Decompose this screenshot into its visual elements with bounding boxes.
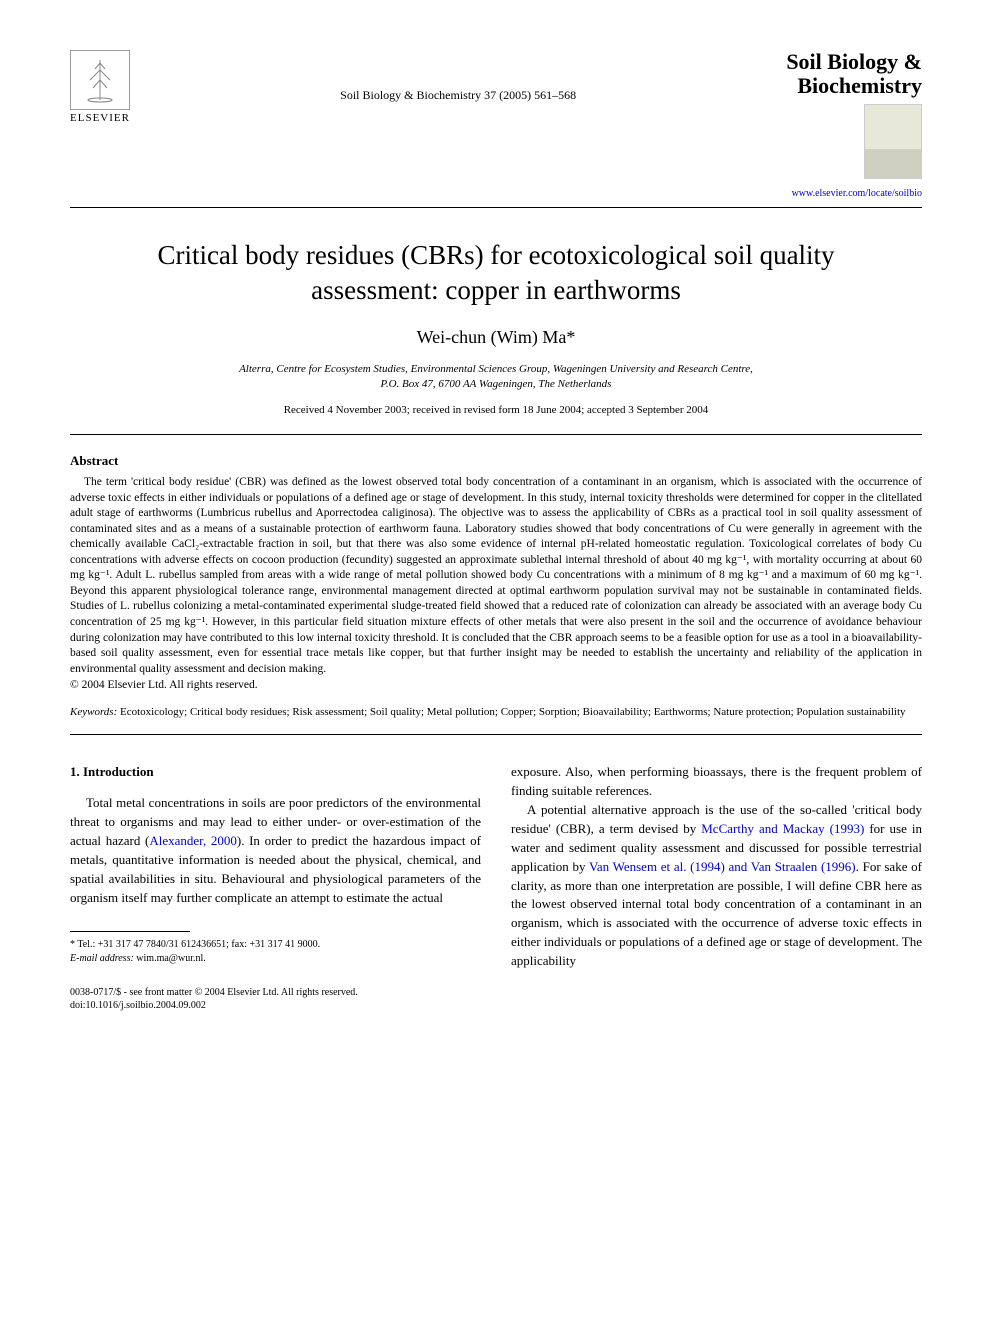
email-label: E-mail address: [70,953,134,964]
intro-paragraph-1: Total metal concentrations in soils are … [70,794,481,907]
journal-name-2: Biochemistry [786,74,922,98]
article-dates: Received 4 November 2003; received in re… [70,404,922,416]
p2-text-c: . For sake of clarity, as more than one … [511,859,922,968]
citation-line: Soil Biology & Biochemistry 37 (2005) 56… [130,50,786,103]
footnote-email-row: E-mail address: wim.ma@wur.nl. [70,952,481,966]
column-right: exposure. Also, when performing bioassay… [511,763,922,1012]
journal-logo-block: Soil Biology & Biochemistry www.elsevier… [786,50,922,199]
column-left: 1. Introduction Total metal concentratio… [70,763,481,1012]
abstract-body: The term 'critical body residue' (CBR) w… [70,475,922,677]
col2-paragraph-2: A potential alternative approach is the … [511,801,922,971]
body-columns: 1. Introduction Total metal concentratio… [70,763,922,1012]
footnote-rule [70,931,190,932]
publisher-name: ELSEVIER [70,112,130,124]
affiliation-line1: Alterra, Centre for Ecosystem Studies, E… [239,363,753,375]
citation-vanwensem[interactable]: Van Wensem et al. (1994) and Van Straale… [589,859,856,874]
keywords-text: Ecotoxicology; Critical body residues; R… [117,706,905,718]
article-title: Critical body residues (CBRs) for ecotox… [110,238,882,308]
journal-url-link[interactable]: www.elsevier.com/locate/soilbio [786,188,922,199]
publisher-logo: ELSEVIER [70,50,130,124]
keywords-block: Keywords: Ecotoxicology; Critical body r… [70,705,922,720]
journal-cover-icon [864,104,922,179]
footer-doi: doi:10.1016/j.soilbio.2004.09.002 [70,999,481,1012]
abstract-copyright: © 2004 Elsevier Ltd. All rights reserved… [70,679,922,691]
footer-block: 0038-0717/$ - see front matter © 2004 El… [70,986,481,1012]
citation-alexander[interactable]: Alexander, 2000 [149,833,237,848]
corresponding-footnote: * Tel.: +31 317 47 7840/31 612436651; fa… [70,938,481,966]
footnote-tel: * Tel.: +31 317 47 7840/31 612436651; fa… [70,938,481,952]
citation-mccarthy[interactable]: McCarthy and Mackay (1993) [701,821,864,836]
header-row: ELSEVIER Soil Biology & Biochemistry 37 … [70,50,922,199]
journal-name-1: Soil Biology & [786,50,922,74]
affiliation-line2: P.O. Box 47, 6700 AA Wageningen, The Net… [381,378,612,390]
email-address: wim.ma@wur.nl. [134,953,206,964]
elsevier-tree-icon [70,50,130,110]
affiliation: Alterra, Centre for Ecosystem Studies, E… [70,362,922,393]
abstract-section: Abstract The term 'critical body residue… [70,453,922,691]
rule-top [70,207,922,208]
footer-issn: 0038-0717/$ - see front matter © 2004 El… [70,986,481,999]
rule-after-dates [70,434,922,435]
abstract-text: The term 'critical body residue' (CBR) w… [70,475,922,677]
keywords-label: Keywords: [70,706,117,718]
abstract-heading: Abstract [70,453,922,469]
section-1-heading: 1. Introduction [70,763,481,782]
col2-continuation: exposure. Also, when performing bioassay… [511,763,922,801]
author-name: Wei-chun (Wim) Ma* [70,327,922,348]
rule-after-keywords [70,734,922,735]
